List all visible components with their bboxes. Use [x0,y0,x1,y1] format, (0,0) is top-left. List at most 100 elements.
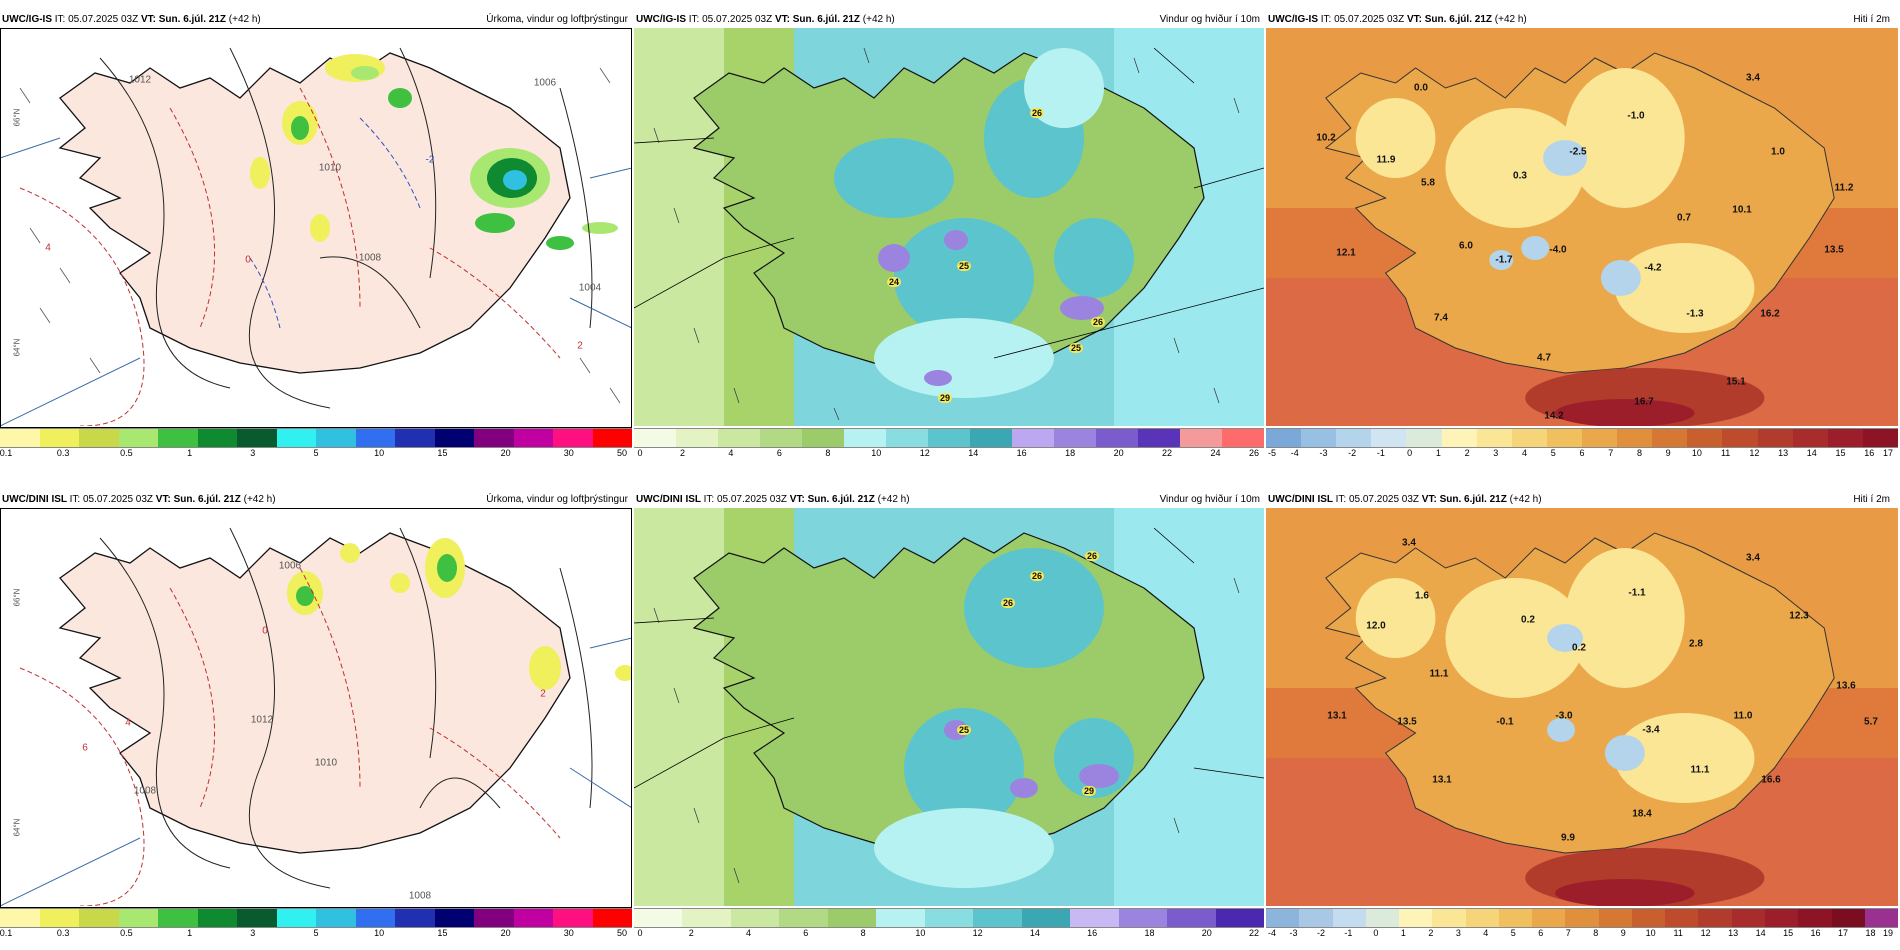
panel-wind-bottom: UWC/DINI ISL IT: 05.07.2025 03Z VT: Sun.… [634,490,1265,942]
legend-swatch [1831,909,1865,927]
temp-value: -2.5 [1569,146,1587,158]
panel-temp-top: UWC/IG-IS IT: 05.07.2025 03Z VT: Sun. 6.… [1266,10,1900,462]
legend-swatch [316,429,356,447]
legend-swatch [158,909,198,927]
temp-value: 10.2 [1316,132,1336,144]
legend-tick-label: 18 [1144,928,1155,938]
legend-tick-label: -5 [1267,448,1277,458]
legend-swatch [844,429,886,447]
legend-tick-label: 17 [1882,448,1894,458]
legend-tick-label: 2 [688,928,694,938]
model-name: UWC/IG-IS [636,14,686,25]
gust-label: 26 [1090,317,1106,327]
legend-tick-label: 5 [1550,448,1556,458]
legend-swatch [1054,429,1096,447]
temp-value: 0.2 [1521,614,1535,626]
legend-tick-label: 30 [563,448,574,458]
temp-contour-label: 0 [245,254,251,266]
temp-value: 3.4 [1746,72,1760,84]
gust-label: 26 [1029,571,1045,581]
temp-value: 7.4 [1434,312,1448,324]
panel-title: Úrkoma, vindur og loftþrýstingur [486,494,628,505]
legend-swatch [118,909,158,927]
legend-tick-label: 10 [915,928,926,938]
gust-label: 24 [886,277,902,287]
model-name: UWC/IG-IS [2,14,52,25]
legend-swatch [1565,909,1599,927]
legend-swatch [928,429,970,447]
map-svg [1266,508,1898,906]
legend-swatch [553,909,593,927]
legend-tick-label: 1 [187,448,193,458]
legend-tick-label: 50 [616,928,628,938]
legend-tick-label: 0 [1373,928,1379,938]
legend-tick-label: 2 [679,448,685,458]
legend-tick-label: 10 [374,928,385,938]
legend-tick-label: 2 [1464,448,1470,458]
legend-swatch [1722,429,1758,447]
temp-value: 6.0 [1459,240,1473,252]
legend-tick-label: -2 [1316,928,1325,938]
temp-value: -1.3 [1686,308,1704,320]
legend-swatch [276,429,316,447]
legend-tick-label: 18 [1865,928,1876,938]
temp-value: -1.7 [1495,254,1513,266]
legend-swatch [79,429,119,447]
legend-swatch [474,429,514,447]
legend-tick-label: 26 [1248,448,1260,458]
panel-title: Hiti í 2m [1853,14,1890,25]
legend-swatch [474,909,514,927]
legend-tick-label: 0.1 [0,928,13,938]
legend-swatch [316,909,356,927]
gust-label: 29 [1081,786,1097,796]
temp-value: 3.4 [1402,537,1416,549]
legend-tick-label: 14 [1806,448,1817,458]
temp-value: -3.0 [1555,710,1573,722]
legend-swatch [760,429,802,447]
legend-swatch [355,909,395,927]
temp-value: 16.2 [1760,308,1780,320]
legend-tick-label: 4 [746,928,752,938]
legend-tick-label: 11 [1673,928,1683,938]
temp-value: 4.7 [1537,352,1551,364]
legend-swatch [1687,429,1723,447]
legend-swatch [1012,429,1054,447]
legend-swatch [1021,909,1071,927]
legend-swatch [634,429,676,447]
legend-tick-label: 0 [637,928,643,938]
legend-tick-label: 8 [1593,928,1599,938]
temp-value: 14.2 [1544,410,1564,422]
legend-tick-label: 0 [1407,448,1413,458]
legend-temp: -5 -4 -3 -2 -1 0 1 2 3 4 5 6 7 8 9 10 11 12 13 14 15 16 17 [1266,426,1898,462]
map-temp: 0.0 3.4 10.2 11.9 5.8 0.3 -2.5 -1.0 1.0 … [1266,28,1898,426]
legend-tick-label: 12 [1700,928,1711,938]
temp-value: 0.0 [1414,82,1428,94]
legend-tick-label: 15 [1783,928,1794,938]
legend-swatch [39,429,79,447]
panel-title: Úrkoma, vindur og loftþrýstingur [486,14,628,25]
legend-swatch [1764,909,1799,927]
panel-header: UWC/IG-IS IT: 05.07.2025 03Z VT: Sun. 6.… [2,14,628,25]
legend-tick-label: 16 [1810,928,1821,938]
legend-swatch [1432,909,1466,927]
legend-tick-label: 30 [563,928,574,938]
legend-swatch [237,909,277,927]
legend-swatch [0,909,40,927]
legend-swatch [1222,429,1264,447]
legend-swatch [924,909,974,927]
panel-header: UWC/IG-IS IT: 05.07.2025 03Z VT: Sun. 6.… [636,14,1260,25]
legend-tick-label: 17 [1838,928,1849,938]
legend-swatch [513,909,553,927]
legend-tick-label: -3 [1319,448,1328,458]
legend-swatch [1476,429,1512,447]
legend-swatch [1301,429,1337,447]
legend-tick-label: 0.3 [56,928,70,938]
legend-tick-label: 10 [871,448,882,458]
legend-tick-label: 15 [1835,448,1846,458]
legend-tick-label: 20 [1113,448,1124,458]
map-temp: 3.4 3.4 12.0 1.6 0.2 -1.1 12.3 0.2 2.8 1… [1266,508,1898,906]
legend-tick-label: 8 [825,448,831,458]
legend-tick-label: 7 [1608,448,1614,458]
legend-tick-label: 4 [1522,448,1528,458]
temp-value: -1.1 [1628,587,1646,599]
